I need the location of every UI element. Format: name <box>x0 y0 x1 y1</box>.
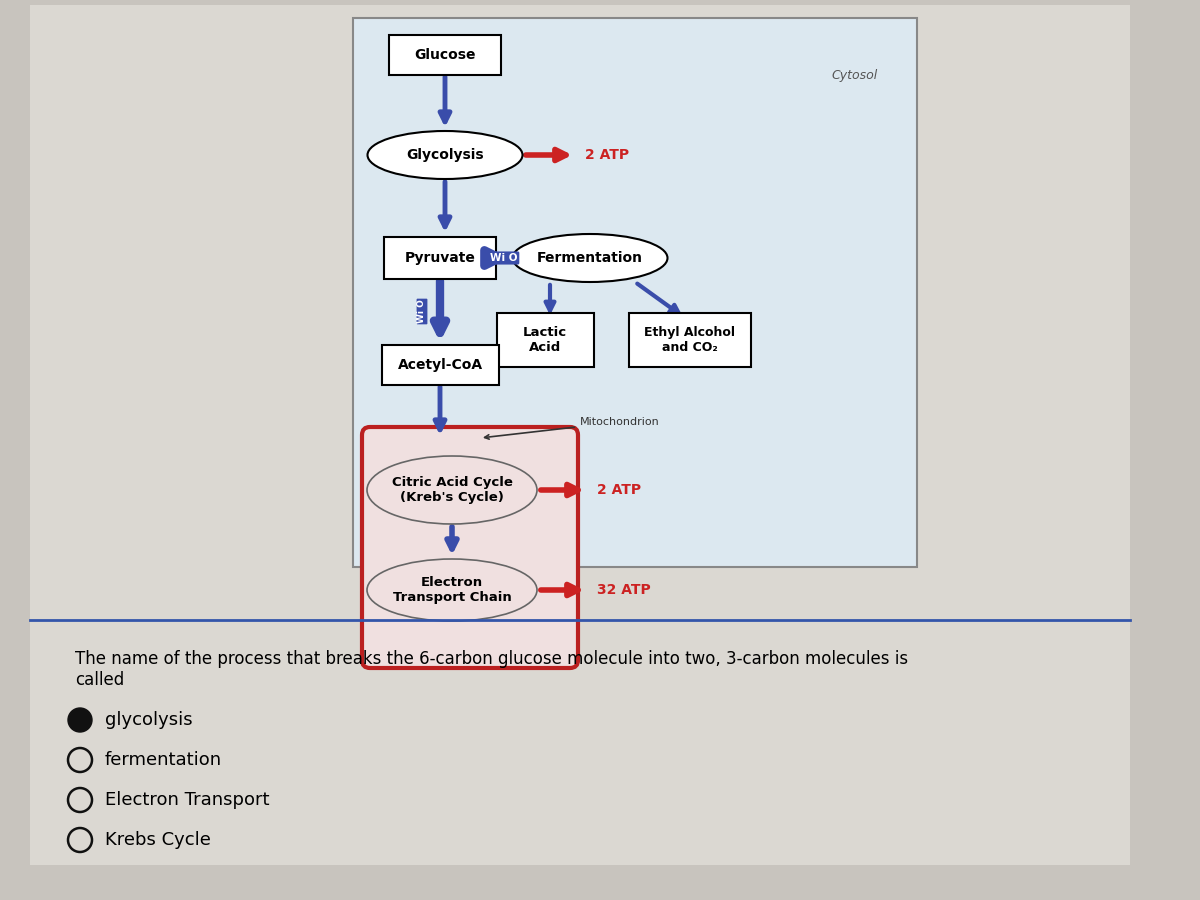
Text: Citric Acid Cycle
(Kreb's Cycle): Citric Acid Cycle (Kreb's Cycle) <box>391 476 512 504</box>
Text: fermentation: fermentation <box>106 751 222 769</box>
FancyBboxPatch shape <box>362 427 578 668</box>
Circle shape <box>70 830 90 850</box>
Text: Wi O: Wi O <box>491 253 517 263</box>
Text: Mitochondrion: Mitochondrion <box>485 417 660 439</box>
Text: Electron Transport: Electron Transport <box>106 791 270 809</box>
Circle shape <box>68 708 92 732</box>
Text: 2 ATP: 2 ATP <box>586 148 629 162</box>
FancyBboxPatch shape <box>382 345 498 385</box>
Text: Electron
Transport Chain: Electron Transport Chain <box>392 576 511 604</box>
FancyBboxPatch shape <box>629 313 751 367</box>
Circle shape <box>70 750 90 770</box>
FancyBboxPatch shape <box>497 313 594 367</box>
FancyBboxPatch shape <box>30 5 1130 865</box>
Text: Glycolysis: Glycolysis <box>406 148 484 162</box>
Ellipse shape <box>512 234 667 282</box>
Text: Cytosol: Cytosol <box>832 68 878 82</box>
Ellipse shape <box>367 131 522 179</box>
Text: glycolysis: glycolysis <box>106 711 193 729</box>
Text: Ethyl Alcohol
and CO₂: Ethyl Alcohol and CO₂ <box>644 326 736 354</box>
Circle shape <box>70 789 90 811</box>
Text: Lactic
Acid: Lactic Acid <box>523 326 568 354</box>
Circle shape <box>73 713 88 727</box>
Text: The name of the process that breaks the 6-carbon glucose molecule into two, 3-ca: The name of the process that breaks the … <box>74 650 908 688</box>
Text: Krebs Cycle: Krebs Cycle <box>106 831 211 849</box>
Text: Glucose: Glucose <box>414 48 475 62</box>
Text: Acetyl-CoA: Acetyl-CoA <box>397 358 482 372</box>
FancyBboxPatch shape <box>353 18 917 567</box>
Text: 32 ATP: 32 ATP <box>598 583 650 597</box>
Text: Wi O: Wi O <box>418 300 426 323</box>
FancyBboxPatch shape <box>384 237 496 279</box>
Text: Pyruvate: Pyruvate <box>404 251 475 265</box>
FancyBboxPatch shape <box>389 35 502 75</box>
Ellipse shape <box>367 456 538 524</box>
Ellipse shape <box>367 559 538 621</box>
Text: Fermentation: Fermentation <box>538 251 643 265</box>
Text: 2 ATP: 2 ATP <box>598 483 641 497</box>
